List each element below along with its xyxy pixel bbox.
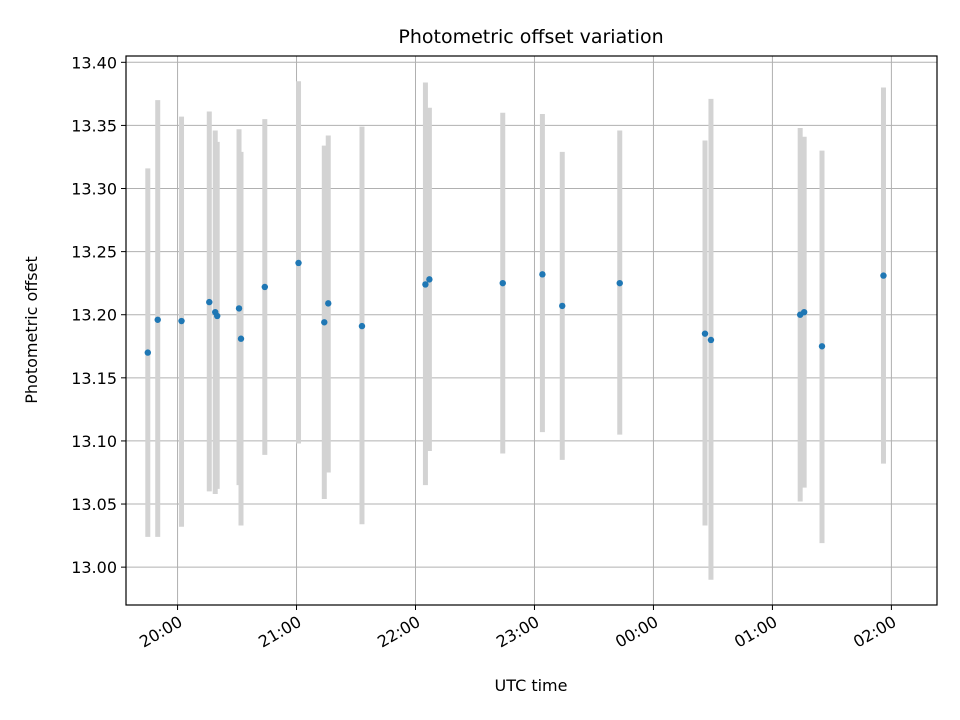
data-point bbox=[321, 319, 328, 326]
y-tick-label: 13.15 bbox=[71, 369, 117, 388]
data-point bbox=[325, 300, 332, 307]
data-point bbox=[235, 305, 243, 312]
data-point bbox=[707, 336, 715, 344]
x-tick-label: 22:00 bbox=[374, 612, 423, 652]
data-point bbox=[499, 279, 506, 287]
data-point bbox=[539, 271, 546, 278]
data-point bbox=[701, 330, 709, 337]
y-tick-label: 13.30 bbox=[71, 180, 117, 199]
data-point bbox=[237, 335, 245, 342]
data-point bbox=[154, 316, 161, 323]
y-tick-label: 13.05 bbox=[71, 495, 117, 514]
x-tick-label: 21:00 bbox=[255, 612, 304, 652]
y-tick-label: 13.35 bbox=[71, 116, 117, 135]
y-tick-label: 13.40 bbox=[71, 53, 117, 72]
y-tick-label: 13.10 bbox=[71, 432, 117, 451]
x-tick-label: 02:00 bbox=[850, 612, 899, 652]
x-tick-label: 00:00 bbox=[612, 612, 661, 652]
error-bars bbox=[145, 81, 886, 580]
data-point bbox=[261, 283, 269, 291]
x-tick-label: 20:00 bbox=[136, 612, 185, 652]
data-point bbox=[295, 259, 302, 267]
data-point bbox=[559, 302, 566, 310]
x-tick-label: 23:00 bbox=[493, 612, 542, 652]
data-point bbox=[144, 349, 152, 356]
data-point bbox=[800, 309, 808, 316]
data-point bbox=[422, 281, 429, 288]
chart-title: Photometric offset variation bbox=[398, 26, 663, 48]
y-tick-label: 13.20 bbox=[71, 306, 117, 325]
y-tick-label: 13.00 bbox=[71, 558, 117, 577]
data-point bbox=[426, 276, 433, 283]
data-point bbox=[880, 272, 887, 279]
plot-frame bbox=[125, 55, 938, 606]
data-point bbox=[358, 322, 366, 330]
data-point bbox=[178, 317, 185, 325]
data-point bbox=[214, 312, 221, 320]
x-axis-label: UTC time bbox=[495, 676, 568, 695]
grid bbox=[126, 56, 937, 605]
axis-ticks: 20:00 21:00 22:00 23:00 00:00 01:00 02:00 13.00… bbox=[71, 53, 899, 651]
y-axis-label: Photometric offset bbox=[22, 256, 41, 404]
data-points bbox=[144, 259, 887, 356]
data-point bbox=[818, 343, 826, 350]
x-tick-label: 01:00 bbox=[731, 612, 780, 652]
data-point bbox=[616, 279, 623, 287]
y-tick-label: 13.25 bbox=[71, 243, 117, 262]
data-point bbox=[206, 298, 213, 306]
